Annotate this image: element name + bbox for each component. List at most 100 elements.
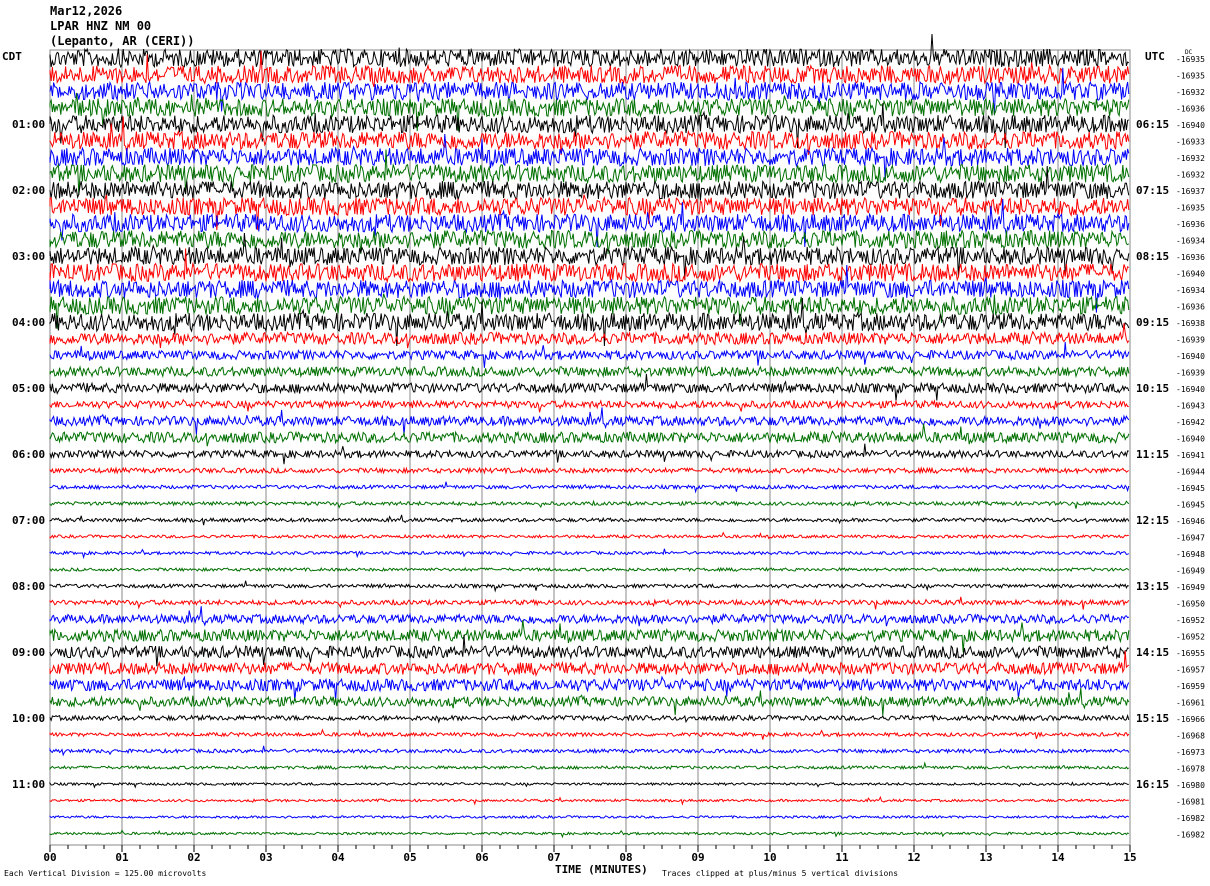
date-label: Mar12,2026 [50, 4, 123, 18]
dc-value: -16961 [1176, 699, 1205, 708]
trace-15 [49, 293, 1130, 329]
dc-value: -16952 [1176, 633, 1205, 642]
trace-36 [49, 634, 1129, 667]
dc-value: -16939 [1176, 369, 1205, 378]
trace-16 [49, 297, 1130, 347]
dc-value: -16952 [1176, 616, 1205, 625]
dc-value: -16934 [1176, 286, 1205, 295]
trace-28 [49, 514, 1130, 526]
x-tick-label: 14 [1051, 851, 1065, 864]
left-time-label: 01:00 [12, 118, 45, 131]
right-time-label: 12:15 [1136, 514, 1169, 527]
right-time-label: 10:15 [1136, 382, 1169, 395]
dc-value: -16950 [1176, 600, 1205, 609]
station-label: LPAR HNZ NM 00 [50, 19, 152, 33]
location-label: (Lepanto, AR (CERI)) [50, 34, 195, 48]
dc-value: -16966 [1176, 715, 1205, 724]
dc-value: -16936 [1176, 303, 1205, 312]
x-tick-label: 04 [331, 851, 345, 864]
dc-value: -16982 [1176, 814, 1205, 823]
dc-value: -16957 [1176, 666, 1205, 675]
dc-value: -16933 [1176, 138, 1205, 147]
trace-0 [49, 33, 1130, 69]
dc-value: -16973 [1176, 748, 1205, 757]
dc-value: -16947 [1176, 534, 1205, 543]
x-tick-label: 02 [187, 851, 200, 864]
trace-18 [49, 342, 1130, 368]
x-tick-label: 03 [259, 851, 272, 864]
trace-5 [49, 116, 1130, 156]
x-tick-label: 00 [43, 851, 56, 864]
trace-29 [49, 531, 1129, 540]
right-time-label: 11:15 [1136, 448, 1169, 461]
x-axis-label: TIME (MINUTES) [555, 863, 648, 876]
left-time-label: 07:00 [12, 514, 45, 527]
trace-14 [49, 264, 1130, 313]
trace-30 [49, 548, 1130, 560]
trace-3 [49, 92, 1130, 132]
trace-12 [49, 232, 1130, 281]
right-time-label: 06:15 [1136, 118, 1169, 131]
dc-value: -16940 [1176, 352, 1205, 361]
trace-32 [49, 580, 1129, 593]
trace-26 [49, 481, 1130, 494]
dc-value: -16945 [1176, 484, 1205, 493]
x-tick-label: 10 [763, 851, 776, 864]
trace-41 [49, 728, 1130, 740]
left-time-label: 10:00 [12, 712, 45, 725]
x-tick-label: 09 [691, 851, 704, 864]
dc-value: -16980 [1176, 781, 1205, 790]
dc-value: -16937 [1176, 187, 1205, 196]
right-time-label: 13:15 [1136, 580, 1169, 593]
dc-value: -16932 [1176, 154, 1205, 163]
dc-value: -16936 [1176, 105, 1205, 114]
right-time-label: 07:15 [1136, 184, 1169, 197]
dc-value: -16932 [1176, 171, 1205, 180]
trace-35 [49, 620, 1130, 653]
trace-1 [49, 50, 1130, 88]
trace-43 [49, 761, 1130, 771]
right-time-label: 16:15 [1136, 778, 1169, 791]
dc-value: -16940 [1176, 435, 1205, 444]
trace-38 [49, 675, 1130, 701]
clip-note: Traces clipped at plus/minus 5 vertical … [662, 869, 899, 878]
trace-33 [49, 596, 1130, 610]
dc-value: -16940 [1176, 121, 1205, 130]
trace-11 [49, 228, 1130, 255]
dc-value: -16949 [1176, 567, 1205, 576]
trace-46 [49, 814, 1130, 820]
x-tick-label: 05 [403, 851, 416, 864]
trace-17 [49, 323, 1130, 349]
dc-value: -16955 [1176, 649, 1205, 658]
trace-13 [49, 248, 1130, 284]
dc-value: -16942 [1176, 418, 1205, 427]
trace-19 [49, 364, 1130, 379]
trace-21 [49, 398, 1129, 413]
dc-value: -16935 [1176, 55, 1205, 64]
trace-37 [49, 650, 1130, 677]
trace-9 [49, 194, 1130, 231]
trace-39 [49, 687, 1130, 716]
dc-value: -16939 [1176, 336, 1205, 345]
dc-value: -16945 [1176, 501, 1205, 510]
left-time-label: 05:00 [12, 382, 45, 395]
plot-frame [49, 49, 1131, 846]
trace-45 [49, 795, 1129, 806]
right-time-label: 09:15 [1136, 316, 1169, 329]
dc-value: -16935 [1176, 72, 1205, 81]
trace-42 [49, 745, 1130, 757]
dc-value: -16936 [1176, 220, 1205, 229]
trace-44 [49, 781, 1129, 789]
left-time-label: 11:00 [12, 778, 45, 791]
trace-4 [49, 103, 1130, 149]
dc-value: -16968 [1176, 732, 1205, 741]
dc-value: -16944 [1176, 468, 1205, 477]
trace-24 [49, 443, 1129, 465]
scale-note: Each Vertical Division = 125.00 microvol… [4, 869, 207, 878]
x-tick-label: 07 [547, 851, 560, 864]
trace-2 [49, 67, 1130, 116]
right-time-label: 08:15 [1136, 250, 1169, 263]
left-time-label: 04:00 [12, 316, 45, 329]
left-time-label: 03:00 [12, 250, 45, 263]
trace-6 [49, 133, 1130, 182]
